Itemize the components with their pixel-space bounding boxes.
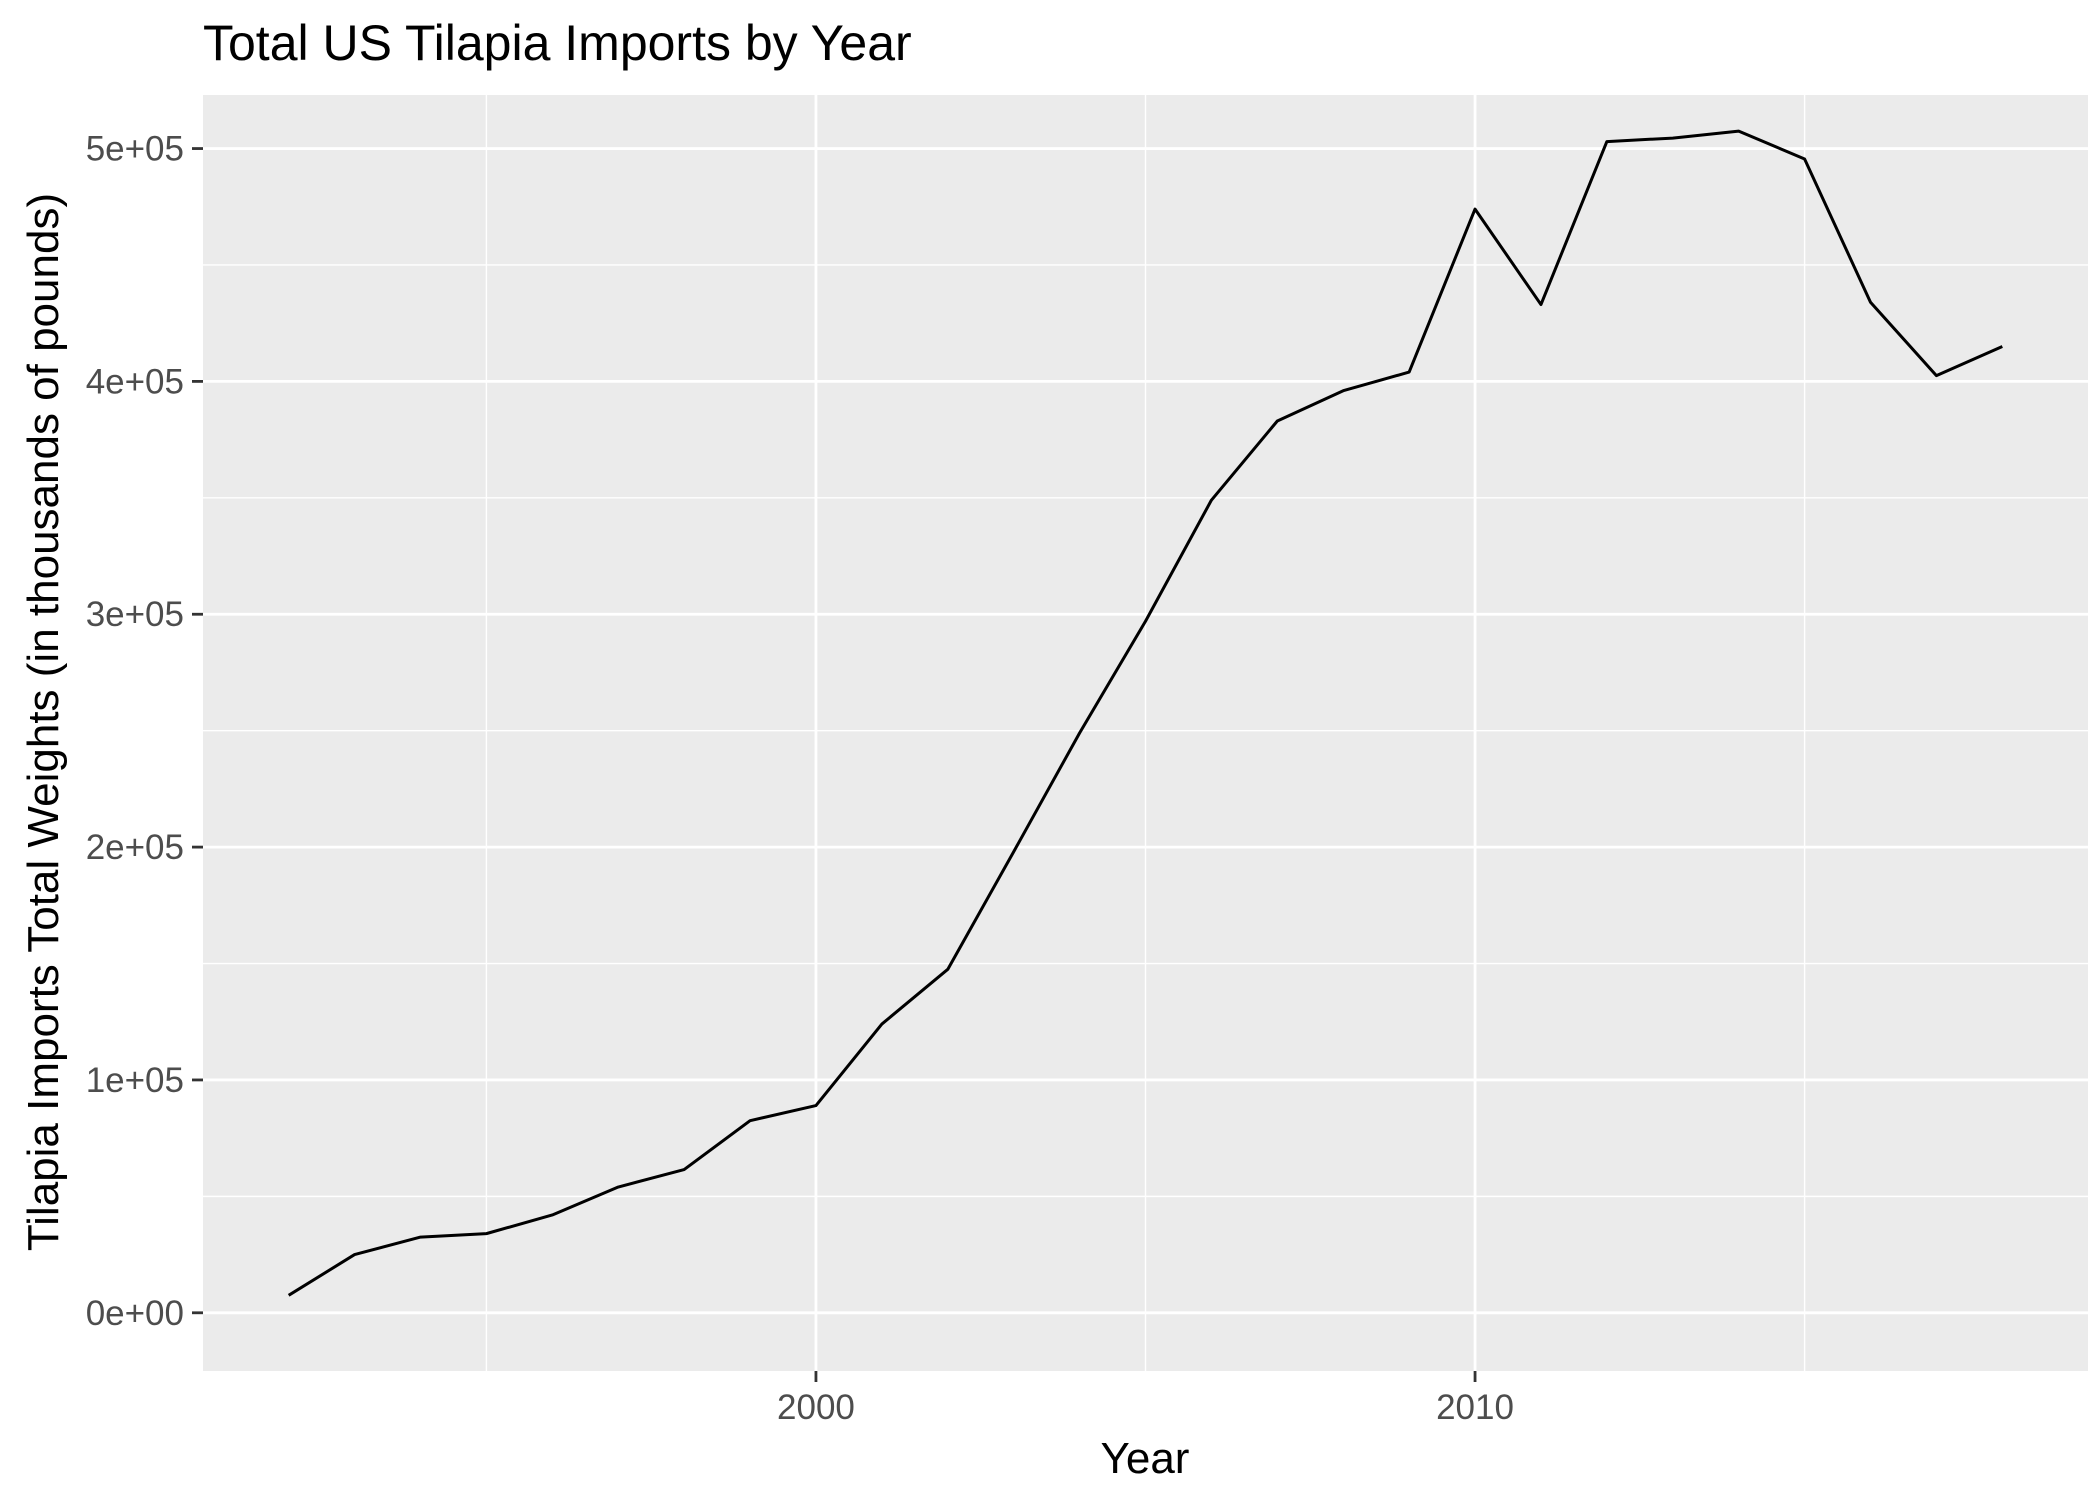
x-tick-label: 2010 [1436,1388,1514,1427]
x-tick-label: 2000 [777,1388,855,1427]
y-tick-label: 0e+00 [86,1294,184,1333]
y-tick-label: 2e+05 [86,828,184,867]
x-axis-title: Year [1101,1434,1190,1483]
y-axis-ticks: 0e+00 1e+05 2e+05 3e+05 4e+05 5e+05 [86,130,203,1333]
y-axis-title: Tilapia Imports Total Weights (in thousa… [19,193,68,1251]
chart-title: Total US Tilapia Imports by Year [203,15,912,71]
y-tick-label: 4e+05 [86,362,184,401]
y-tick-label: 3e+05 [86,595,184,634]
y-tick-label: 1e+05 [86,1061,184,1100]
y-tick-label: 5e+05 [86,130,184,169]
x-axis-ticks: 2000 2010 [777,1371,1514,1427]
